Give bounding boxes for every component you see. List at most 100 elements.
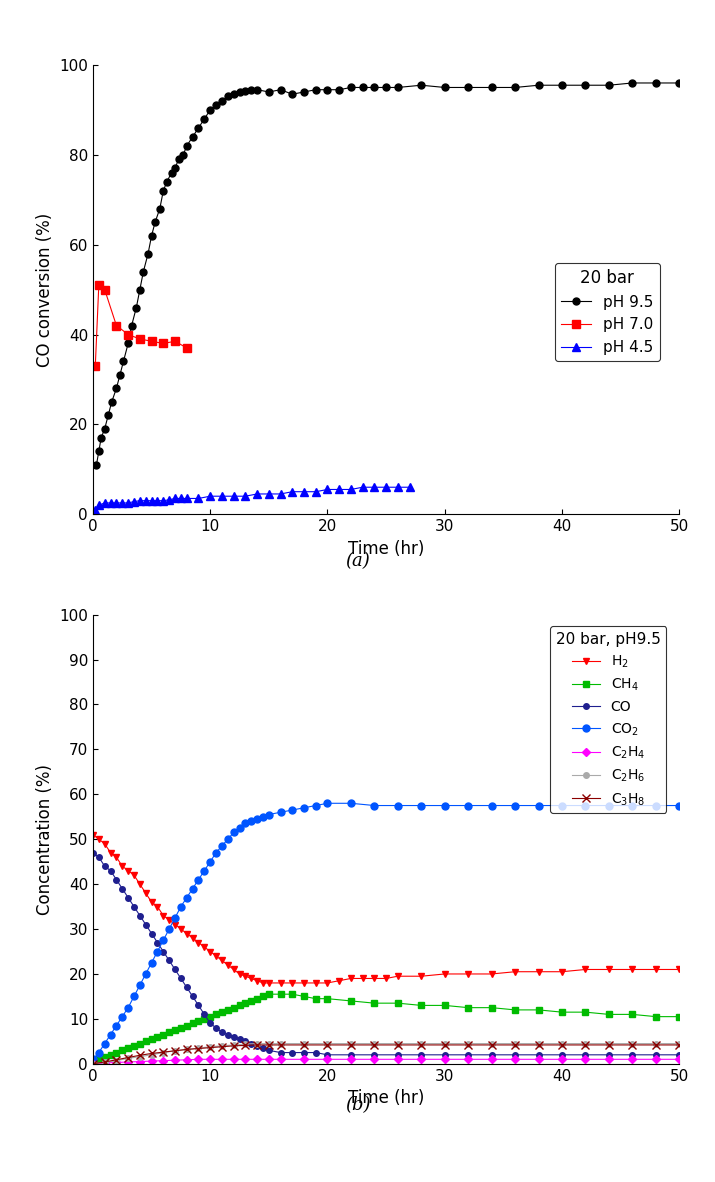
C$_2$H$_6$: [217, 1039, 226, 1053]
pH 4.5: [142, 494, 150, 508]
pH 9.5: [488, 80, 496, 95]
pH 4.5: [230, 489, 238, 504]
CO: [675, 1047, 684, 1061]
C$_3$H$_8$: [605, 1038, 613, 1052]
pH 4.5: [159, 494, 167, 508]
C$_3$H$_8$: [217, 1040, 226, 1054]
pH 4.5: [217, 489, 226, 504]
C$_3$H$_8$: [534, 1038, 543, 1052]
Y-axis label: Concentration (%): Concentration (%): [36, 764, 54, 915]
H$_2$: [675, 962, 684, 976]
pH 4.5: [129, 494, 138, 508]
pH 4.5: [241, 489, 250, 504]
pH 4.5: [124, 496, 132, 511]
CO: [177, 972, 185, 986]
C$_2$H$_6$: [651, 1037, 660, 1051]
C$_2$H$_4$: [651, 1052, 660, 1066]
pH 4.5: [393, 480, 402, 494]
C$_2$H$_4$: [464, 1052, 473, 1066]
C$_2$H$_4$: [171, 1053, 179, 1067]
C$_2$H$_6$: [417, 1037, 425, 1051]
pH 4.5: [177, 492, 185, 506]
Legend: H$_2$, CH$_4$, CO, CO$_2$, C$_2$H$_4$, C$_2$H$_6$, C$_3$H$_8$: H$_2$, CH$_4$, CO, CO$_2$, C$_2$H$_4$, C…: [551, 626, 666, 813]
pH 4.5: [153, 494, 162, 508]
C$_2$H$_6$: [253, 1037, 262, 1051]
pH 4.5: [182, 492, 191, 506]
C$_3$H$_8$: [89, 1057, 97, 1071]
C$_2$H$_4$: [147, 1054, 156, 1069]
C$_2$H$_6$: [182, 1043, 191, 1057]
Line: CO: CO: [90, 850, 682, 1058]
pH 4.5: [94, 498, 103, 512]
pH 4.5: [147, 494, 156, 508]
C$_3$H$_8$: [194, 1041, 203, 1056]
Text: (a): (a): [345, 552, 370, 571]
C$_3$H$_8$: [206, 1040, 214, 1054]
C$_2$H$_4$: [136, 1054, 144, 1069]
CO: [323, 1047, 332, 1061]
Line: CO$_2$: CO$_2$: [89, 800, 683, 1063]
C$_2$H$_4$: [300, 1052, 308, 1066]
C$_3$H$_8$: [100, 1054, 109, 1069]
CO$_2$: [675, 799, 684, 813]
C$_2$H$_6$: [581, 1037, 590, 1051]
Line: pH 7.0: pH 7.0: [91, 281, 191, 370]
C$_3$H$_8$: [511, 1038, 519, 1052]
pH 4.5: [165, 493, 174, 507]
C$_2$H$_4$: [194, 1052, 203, 1066]
C$_2$H$_6$: [276, 1037, 285, 1051]
C$_3$H$_8$: [323, 1038, 332, 1052]
C$_3$H$_8$: [136, 1048, 144, 1063]
C$_3$H$_8$: [347, 1038, 355, 1052]
H$_2$: [259, 976, 267, 991]
pH 4.5: [107, 496, 115, 511]
C$_2$H$_4$: [488, 1052, 496, 1066]
pH 4.5: [370, 480, 379, 494]
C$_3$H$_8$: [253, 1038, 262, 1052]
pH 7.0: [91, 359, 99, 374]
CO: [89, 845, 97, 859]
pH 4.5: [347, 482, 355, 496]
C$_3$H$_8$: [675, 1038, 684, 1052]
C$_2$H$_6$: [628, 1037, 636, 1051]
pH 4.5: [171, 492, 179, 506]
C$_3$H$_8$: [241, 1038, 250, 1052]
C$_3$H$_8$: [628, 1038, 636, 1052]
C$_2$H$_4$: [276, 1052, 285, 1066]
pH 7.0: [124, 327, 132, 342]
pH 7.0: [159, 337, 167, 351]
pH 4.5: [288, 485, 297, 499]
C$_3$H$_8$: [651, 1038, 660, 1052]
pH 4.5: [118, 496, 127, 511]
C$_2$H$_6$: [194, 1041, 203, 1056]
C$_3$H$_8$: [488, 1038, 496, 1052]
C$_3$H$_8$: [112, 1053, 121, 1067]
Legend: pH 9.5, pH 7.0, pH 4.5: pH 9.5, pH 7.0, pH 4.5: [555, 262, 660, 362]
C$_2$H$_4$: [675, 1052, 684, 1066]
CO$_2$: [323, 797, 332, 811]
pH 9.5: [92, 457, 101, 472]
CH$_4$: [153, 1030, 162, 1044]
pH 9.5: [230, 87, 238, 102]
C$_2$H$_6$: [393, 1037, 402, 1051]
pH 7.0: [100, 282, 109, 297]
CH$_4$: [675, 1009, 684, 1024]
C$_2$H$_4$: [265, 1052, 273, 1066]
C$_2$H$_6$: [241, 1037, 250, 1051]
Y-axis label: CO conversion (%): CO conversion (%): [36, 213, 54, 366]
C$_3$H$_8$: [124, 1051, 132, 1065]
C$_3$H$_8$: [171, 1044, 179, 1058]
C$_2$H$_4$: [230, 1052, 238, 1066]
X-axis label: Time (hr): Time (hr): [348, 540, 424, 558]
C$_2$H$_6$: [159, 1045, 167, 1059]
pH 7.0: [112, 318, 121, 332]
Line: H$_2$: H$_2$: [89, 831, 683, 987]
C$_2$H$_4$: [440, 1052, 449, 1066]
CO: [651, 1047, 660, 1061]
pH 7.0: [94, 278, 103, 292]
C$_2$H$_6$: [323, 1037, 332, 1051]
CO: [300, 1045, 308, 1059]
Line: C$_3$H$_8$: C$_3$H$_8$: [89, 1041, 684, 1069]
C$_3$H$_8$: [558, 1038, 566, 1052]
C$_2$H$_6$: [300, 1037, 308, 1051]
